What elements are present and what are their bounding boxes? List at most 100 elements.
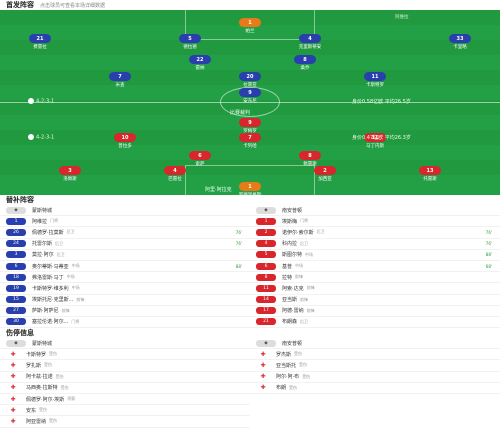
jersey-number: 4 (256, 240, 276, 248)
away-player-6[interactable]: 8 佩雷斯 (285, 151, 335, 167)
lineup-subtitle: 点击球员可查看本场详细数据 (40, 2, 106, 9)
shirt-icon: 9 (239, 118, 261, 127)
away-player-3[interactable]: 7 卡列哈 (225, 133, 275, 149)
injury-row[interactable]: ✚ 亚当斯托 受伤 (250, 360, 500, 372)
injury-row[interactable]: ✚ 布朗 受伤 (250, 383, 500, 394)
home-player-3[interactable]: 5 德拉德 (165, 34, 215, 50)
injury-row[interactable]: ✚ 佩德罗·阿尔·埃斯 停赛 (0, 394, 250, 406)
injury-home-team[interactable]: ◆ 蒙斯特城 (0, 338, 250, 350)
home-player-5[interactable]: 33 卡里略 (435, 34, 485, 50)
away-player-5[interactable]: 6 索萨 (175, 151, 225, 167)
injury-row[interactable]: ✚ 罗杰斯 受伤 (250, 349, 500, 361)
sub-position: 前锋 (295, 274, 304, 280)
sub-row[interactable]: 2 诺伊尔·索尔斯 后卫 76' (250, 227, 500, 239)
shirt-icon: 8 (294, 55, 316, 64)
injury-name: 布朗 (276, 385, 287, 392)
away-player-10[interactable]: 13 托雷斯 (405, 166, 455, 182)
shirt-icon: 21 (29, 34, 51, 43)
shirt-icon: 5 (179, 34, 201, 43)
sub-name: 塞拉伦诺·阿尔... (32, 319, 69, 326)
sub-row[interactable]: 1 阿维拉 门将 (0, 216, 250, 228)
home-player-2[interactable]: 21 费雷拉 (15, 34, 65, 50)
player-name: 罗梅罗 (243, 129, 257, 134)
player-name: 雷纳 (195, 66, 205, 71)
injury-row[interactable]: ✚ 卡斯特罗 受伤 (0, 349, 250, 361)
sub-row[interactable]: 1 埃斯梅 门将 (250, 216, 500, 228)
shirt-icon: 22 (189, 55, 211, 64)
injury-name: 罗杰斯 (276, 351, 292, 358)
sub-name: 布朗森 (282, 319, 298, 326)
sub-row[interactable]: 4 科内拉 后卫 76' (250, 239, 500, 250)
injury-name: 阿卡兹·拉诺 (26, 374, 53, 381)
sub-row[interactable]: 11 阿索·达克 前锋 (250, 283, 500, 295)
sub-position: 前锋 (76, 296, 85, 302)
home-player-6[interactable]: 22 雷纳 (175, 55, 225, 71)
sub-name: 拉特 (282, 274, 293, 281)
injury-status: 受伤 (289, 384, 298, 390)
sub-time: 76' (485, 241, 492, 247)
player-name: 桑乔 (300, 66, 310, 71)
sub-name: 阿索·达克 (282, 285, 304, 292)
sub-row[interactable]: 3 莫拉·阿尔 后卫 (0, 250, 250, 261)
sub-name: 埃斯梅 (282, 218, 298, 225)
sub-row[interactable]: 15 埃斯托尼·克里斯... 前锋 (0, 295, 250, 306)
jersey-number: 14 (256, 296, 276, 304)
injury-row[interactable]: ✚ 阿亚雷纳 受伤 (0, 416, 250, 428)
away-player-2[interactable]: 10 普拉多 (100, 133, 150, 149)
jersey-number: 5 (256, 251, 276, 259)
sub-row[interactable]: 18 弗洛雷斯·马丁 中场 (0, 272, 250, 284)
jersey-number: 30 (6, 318, 26, 326)
injury-away-list: ◆ 南安普顿 ✚ 罗杰斯 受伤 ✚ 亚当斯托 受伤 ✚ 阿尔·阿·布 受伤 ✚ 布朗 受伤 (250, 338, 500, 428)
away-player-4[interactable]: 11 马丁内斯 (350, 133, 400, 149)
jersey-number: 18 (6, 273, 26, 281)
away-player-7[interactable]: 3 洛佩斯 (45, 166, 95, 182)
home-player-9[interactable]: 20 拉雷亚 (225, 72, 275, 88)
jersey-number: 21 (256, 318, 276, 326)
home-player-1[interactable]: 1 帕兰 (225, 18, 275, 34)
home-player-8[interactable]: 7 米查 (95, 72, 145, 88)
away-player-8[interactable]: 4 巴雷拉 (150, 166, 200, 182)
injury-status: 受伤 (299, 362, 308, 368)
injury-row[interactable]: ✚ 罗扎斯 受伤 (0, 360, 250, 372)
sub-row[interactable]: 26 佩德罗·拉莫斯 后卫 76' (0, 227, 250, 239)
player-name: 加西亚 (318, 177, 332, 182)
home-player-7[interactable]: 8 桑乔 (280, 55, 330, 71)
sub-row[interactable]: 17 阿德·雷纳 前锋 (250, 306, 500, 317)
sub-row[interactable]: 14 亚当斯 前锋 (250, 295, 500, 306)
away-player-1[interactable]: 9 罗梅罗 (225, 118, 275, 134)
sub-position: 后卫 (300, 240, 309, 246)
injury-name: 阿尔·阿·布 (276, 374, 300, 381)
sub-row[interactable]: 30 塞拉伦诺·阿尔... 门将 (0, 317, 250, 329)
home-player-4[interactable]: 4 克里斯蒂安 (285, 34, 335, 50)
sub-row[interactable]: 6 奥尔蒂斯·马蒂亚 中场 88' (0, 261, 250, 273)
subs-away-team[interactable]: ◆ 南安普顿 (250, 205, 500, 217)
away-player-11[interactable]: 1罗德里格斯 (225, 182, 275, 195)
home-player-11[interactable]: 9 安东尼 (225, 88, 275, 104)
sub-row[interactable]: 19 卡斯特罗·维多利 中场 (0, 283, 250, 295)
home-player-10[interactable]: 11 卡斯特罗 (350, 72, 400, 88)
player-name: 卡列哈 (243, 144, 257, 149)
injury-row[interactable]: ✚ 阿尔·阿·布 受伤 (250, 372, 500, 383)
subs-home-team[interactable]: ◆ 蒙斯特城 (0, 205, 250, 217)
sub-row[interactable]: 8 拉特 前锋 (250, 272, 500, 284)
injury-row[interactable]: ✚ 阿卡兹·拉诺 受伤 (0, 372, 250, 383)
sub-row[interactable]: 21 布朗森 后卫 (250, 317, 500, 329)
injury-away-team[interactable]: ◆ 南安普顿 (250, 338, 500, 350)
shirt-icon: 4 (299, 34, 321, 43)
injury-cross-icon: ✚ (10, 395, 16, 403)
injury-row[interactable]: ✚ 安东 受伤 (0, 405, 250, 417)
player-name: 克里斯蒂安 (298, 45, 322, 50)
sub-row[interactable]: 5 斯图尔特 中场 88' (250, 250, 500, 261)
sub-position: 前锋 (61, 307, 70, 313)
lineup-header: 首发阵容 点击球员可查看本场详细数据 (0, 0, 500, 10)
sub-position: 后卫 (56, 251, 65, 257)
sub-position: 前锋 (306, 285, 315, 291)
sub-position: 后卫 (316, 229, 325, 235)
shirt-icon: 2 (314, 166, 336, 175)
away-player-9[interactable]: 2 加西亚 (300, 166, 350, 182)
injury-row[interactable]: ✚ 马西奥·拉斯特 受伤 (0, 383, 250, 394)
sub-row[interactable]: 6 基普 中场 68' (250, 261, 500, 273)
sub-row[interactable]: 24 托雷尔斯 后卫 76' (0, 239, 250, 250)
sub-row[interactable]: 27 萨斯·阿萨尼 前锋 (0, 306, 250, 317)
center-circle (220, 87, 280, 117)
